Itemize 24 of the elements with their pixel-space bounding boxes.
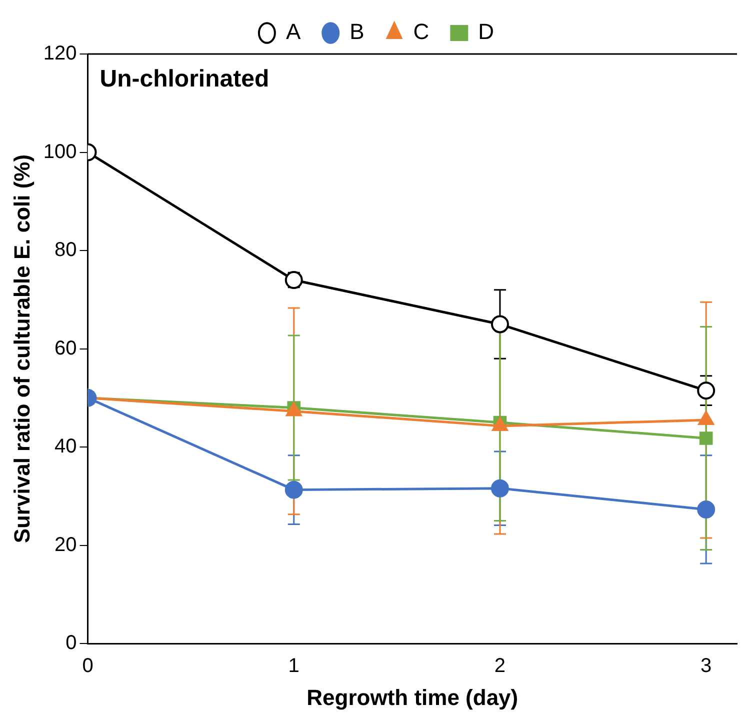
y-tick-label: 40 xyxy=(54,436,77,458)
legend-label: A xyxy=(286,19,301,44)
point xyxy=(697,500,716,518)
y-tick-label: 100 xyxy=(43,140,77,163)
x-tick-label: 2 xyxy=(494,655,506,678)
point xyxy=(699,432,713,445)
text: Un-chlorinated xyxy=(100,66,270,93)
point xyxy=(284,480,303,499)
legend-label: D xyxy=(478,19,494,44)
y-tick-label: 0 xyxy=(66,632,77,654)
y-tick-label: 120 xyxy=(43,42,77,65)
legend-label: B xyxy=(350,19,364,44)
x-tick-label: 3 xyxy=(700,655,712,678)
x-axis-title: Regrowth time (day) xyxy=(306,684,518,710)
point xyxy=(490,315,509,334)
x-tick-label: 1 xyxy=(288,655,300,678)
point xyxy=(490,479,509,498)
x-tick-label: 0 xyxy=(82,655,94,678)
y-tick-label: 60 xyxy=(54,337,77,360)
y-axis-title: Survival ratio of culturable E. coli (%) xyxy=(9,154,34,544)
legend-label: C xyxy=(413,19,430,44)
y-tick-label: 20 xyxy=(54,534,77,556)
point xyxy=(697,382,716,400)
y-tick-label: 80 xyxy=(54,239,77,262)
